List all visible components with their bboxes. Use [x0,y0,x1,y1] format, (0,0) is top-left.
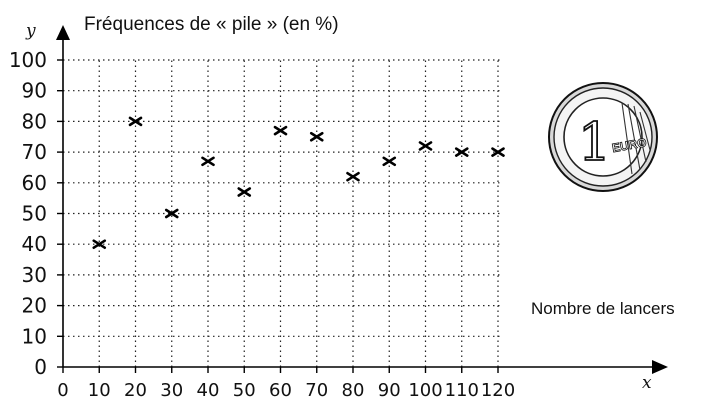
x-tick-label: 70 [305,380,328,401]
x-tick-label: 50 [233,380,256,401]
data-point [92,239,107,249]
x-axis-label: Nombre de lancers [531,299,675,318]
x-tick-label: 60 [269,380,292,401]
x-tick-labels: 0 10 20 30 40 50 60 70 80 90 100 110 120 [57,367,515,401]
x-tick-label: 90 [378,380,401,401]
x-tick-label: 10 [88,380,111,401]
one-euro-coin-icon: 1 EURO [548,82,658,192]
y-tick-label: 40 [22,232,47,256]
data-point [382,156,397,167]
x-tick-label: 30 [160,380,183,401]
y-tick-label: 80 [22,109,47,133]
y-tick-label: 50 [22,202,47,226]
data-point [309,131,324,142]
y-tick-labels: 0 10 20 30 40 50 60 70 80 90 100 [9,48,63,379]
data-point [128,116,143,127]
axes [56,25,668,374]
y-tick-label: 20 [22,294,47,318]
grid [63,58,500,367]
data-point [346,171,360,182]
data-point [237,187,252,197]
x-tick-label: 80 [342,380,365,401]
data-point [491,147,505,157]
y-axis-arrow-icon [56,25,70,40]
data-point [164,208,179,219]
data-point [273,125,288,136]
x-tick-label: 40 [197,380,220,401]
y-tick-label: 60 [22,171,47,195]
data-point [201,156,215,167]
y-tick-label: 100 [9,48,47,72]
y-tick-label: 70 [22,140,47,164]
chart-title: Fréquences de « pile » (en %) [84,14,339,35]
coin-text: EURO [611,135,648,155]
y-tick-label: 10 [22,324,47,348]
data-points [92,116,505,249]
data-point [454,147,469,157]
x-axis-letter: x [642,373,652,393]
y-tick-label: 0 [34,355,47,379]
x-tick-label: 0 [57,380,68,401]
x-tick-label: 100 [408,380,442,401]
y-tick-label: 90 [22,79,47,103]
y-axis-letter: y [25,21,36,41]
x-tick-label: 20 [124,380,147,401]
data-point [418,141,433,151]
x-tick-label: 120 [481,380,515,401]
x-tick-label: 110 [445,380,479,401]
coin-numeral: 1 [578,113,611,173]
y-tick-label: 30 [22,263,47,287]
x-axis-arrow-icon [652,360,668,374]
